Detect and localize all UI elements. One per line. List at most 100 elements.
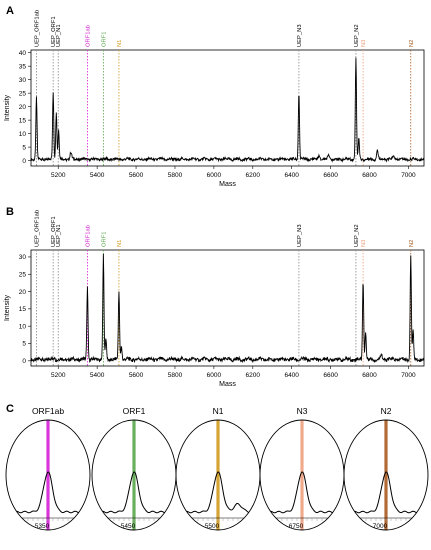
x-tick-label: 5600 [129,172,144,179]
zoom-marker-bar [384,420,388,530]
y-tick-label: 5 [22,341,26,348]
marker-label-uep_n1: UEP_N1 [56,224,62,247]
zoom-ellipse [5,419,91,531]
zoom-marker-bar [300,420,304,530]
y-tick-label: 30 [19,77,27,84]
zoom-marker-bar [132,420,136,530]
x-tick-label: 5800 [168,172,183,179]
marker-label-n3: N3 [361,240,367,247]
zoom-panels: ORF1ab 5350 ORF1 5450 N1 5500 N3 6750 N2 7000 [5,406,429,531]
marker-label-orf1ab: ORF1ab [85,25,91,47]
zoom-title: N3 [297,406,308,416]
zoom-n2: N2 7000 [343,406,429,531]
x-axis-label: Mass [219,381,236,388]
zoom-tick-label: 5500 [205,523,220,530]
x-tick-label: 6400 [284,172,299,179]
x-tick-label: 6800 [362,172,377,179]
y-tick-label: 35 [19,63,27,70]
marker-label-uep_orf1ab: UEP_ORF1ab [34,210,40,247]
y-axis-label: Intensity [4,294,11,321]
zoom-trace [260,471,344,514]
zoom-title: ORF1 [123,406,146,416]
marker-label-orf1: ORF1 [101,232,107,247]
y-tick-label: 0 [22,158,26,165]
x-tick-label: 6200 [246,372,261,379]
x-tick-label: 6200 [246,172,261,179]
zoom-n3: N3 6750 [259,406,345,531]
zoom-n1: N1 5500 [175,406,261,531]
zoom-trace [344,471,428,514]
panel-letter-a: A [6,5,14,17]
marker-label-n1: N1 [117,40,123,47]
plot-frame [30,49,425,167]
marker-label-uep_orf1: UEP_ORF1 [51,216,57,247]
x-tick-label: 5600 [129,372,144,379]
marker-label-uep_n3: UEP_N3 [297,24,303,47]
y-tick-label: 20 [19,289,27,296]
zoom-marker-bar [216,420,220,530]
marker-label-n2: N2 [409,240,415,247]
marker-label-uep_n1: UEP_N1 [56,24,62,47]
marker-label-n1: N1 [117,240,123,247]
x-tick-label: 5200 [51,372,66,379]
x-tick-label: 5400 [90,372,105,379]
x-axis-label: Mass [219,181,236,188]
marker-label-uep_n3: UEP_N3 [297,224,303,247]
zoom-trace [92,471,176,514]
zoom-content [344,420,428,530]
zoom-content [176,420,260,530]
x-tick-label: 6000 [207,372,222,379]
zoom-tick-label: 5350 [35,523,50,530]
x-tick-label: 5800 [168,372,183,379]
y-axis-label: Intensity [4,94,11,121]
spectrum-a: UEP_ORF1ab UEP_ORF1 UEP_N1 ORF1ab ORF1 N1 UEP_… [4,10,425,188]
zoom-content [260,420,344,530]
marker-label-uep_n2: UEP_N2 [354,224,360,247]
zoom-title: N2 [381,406,392,416]
zoom-title: N1 [213,406,224,416]
y-tick-label: 10 [19,131,27,138]
x-tick-label: 7000 [401,172,416,179]
x-tick-label: 7000 [401,372,416,379]
marker-label-uep_orf1: UEP_ORF1 [51,16,57,47]
spectrum-trace [30,253,425,364]
x-tick-label: 6600 [323,372,338,379]
marker-label-uep_orf1ab: UEP_ORF1ab [34,10,40,47]
y-tick-label: 30 [19,254,27,261]
plot-frame [30,249,425,367]
marker-label-uep_n2: UEP_N2 [354,24,360,47]
zoom-title: ORF1ab [32,406,64,416]
x-tick-label: 6000 [207,172,222,179]
x-tick-label: 6600 [323,172,338,179]
zoom-trace [176,471,260,514]
y-tick-label: 20 [19,104,27,111]
zoom-ellipse [343,419,429,531]
marker-label-n3: N3 [361,40,367,47]
zoom-tick-label: 5450 [121,523,136,530]
x-tick-label: 6400 [284,372,299,379]
zoom-content [92,420,176,530]
marker-label-n2: N2 [409,40,415,47]
panel-letter-b: B [6,206,14,218]
y-tick-label: 40 [19,50,27,57]
y-tick-label: 25 [19,271,27,278]
spectrum-trace [30,57,425,163]
y-tick-label: 25 [19,90,27,97]
x-tick-label: 5400 [90,172,105,179]
x-tick-label: 6800 [362,372,377,379]
zoom-tick-label: 7000 [373,523,388,530]
zoom-orf1: ORF1 5450 [91,406,177,531]
zoom-orf1ab: ORF1ab 5350 [5,406,91,531]
y-tick-label: 10 [19,323,27,330]
x-tick-label: 5200 [51,172,66,179]
y-tick-label: 15 [19,117,27,124]
marker-label-orf1: ORF1 [101,32,107,47]
marker-label-orf1ab: ORF1ab [85,225,91,247]
panel-letter-c: C [6,403,14,415]
y-tick-label: 15 [19,306,27,313]
zoom-tick-label: 6750 [289,523,304,530]
zoom-trace [6,471,90,514]
y-tick-label: 0 [22,358,26,365]
spectrum-b: UEP_ORF1ab UEP_ORF1 UEP_N1 ORF1ab ORF1 N1 UEP_… [4,210,425,388]
